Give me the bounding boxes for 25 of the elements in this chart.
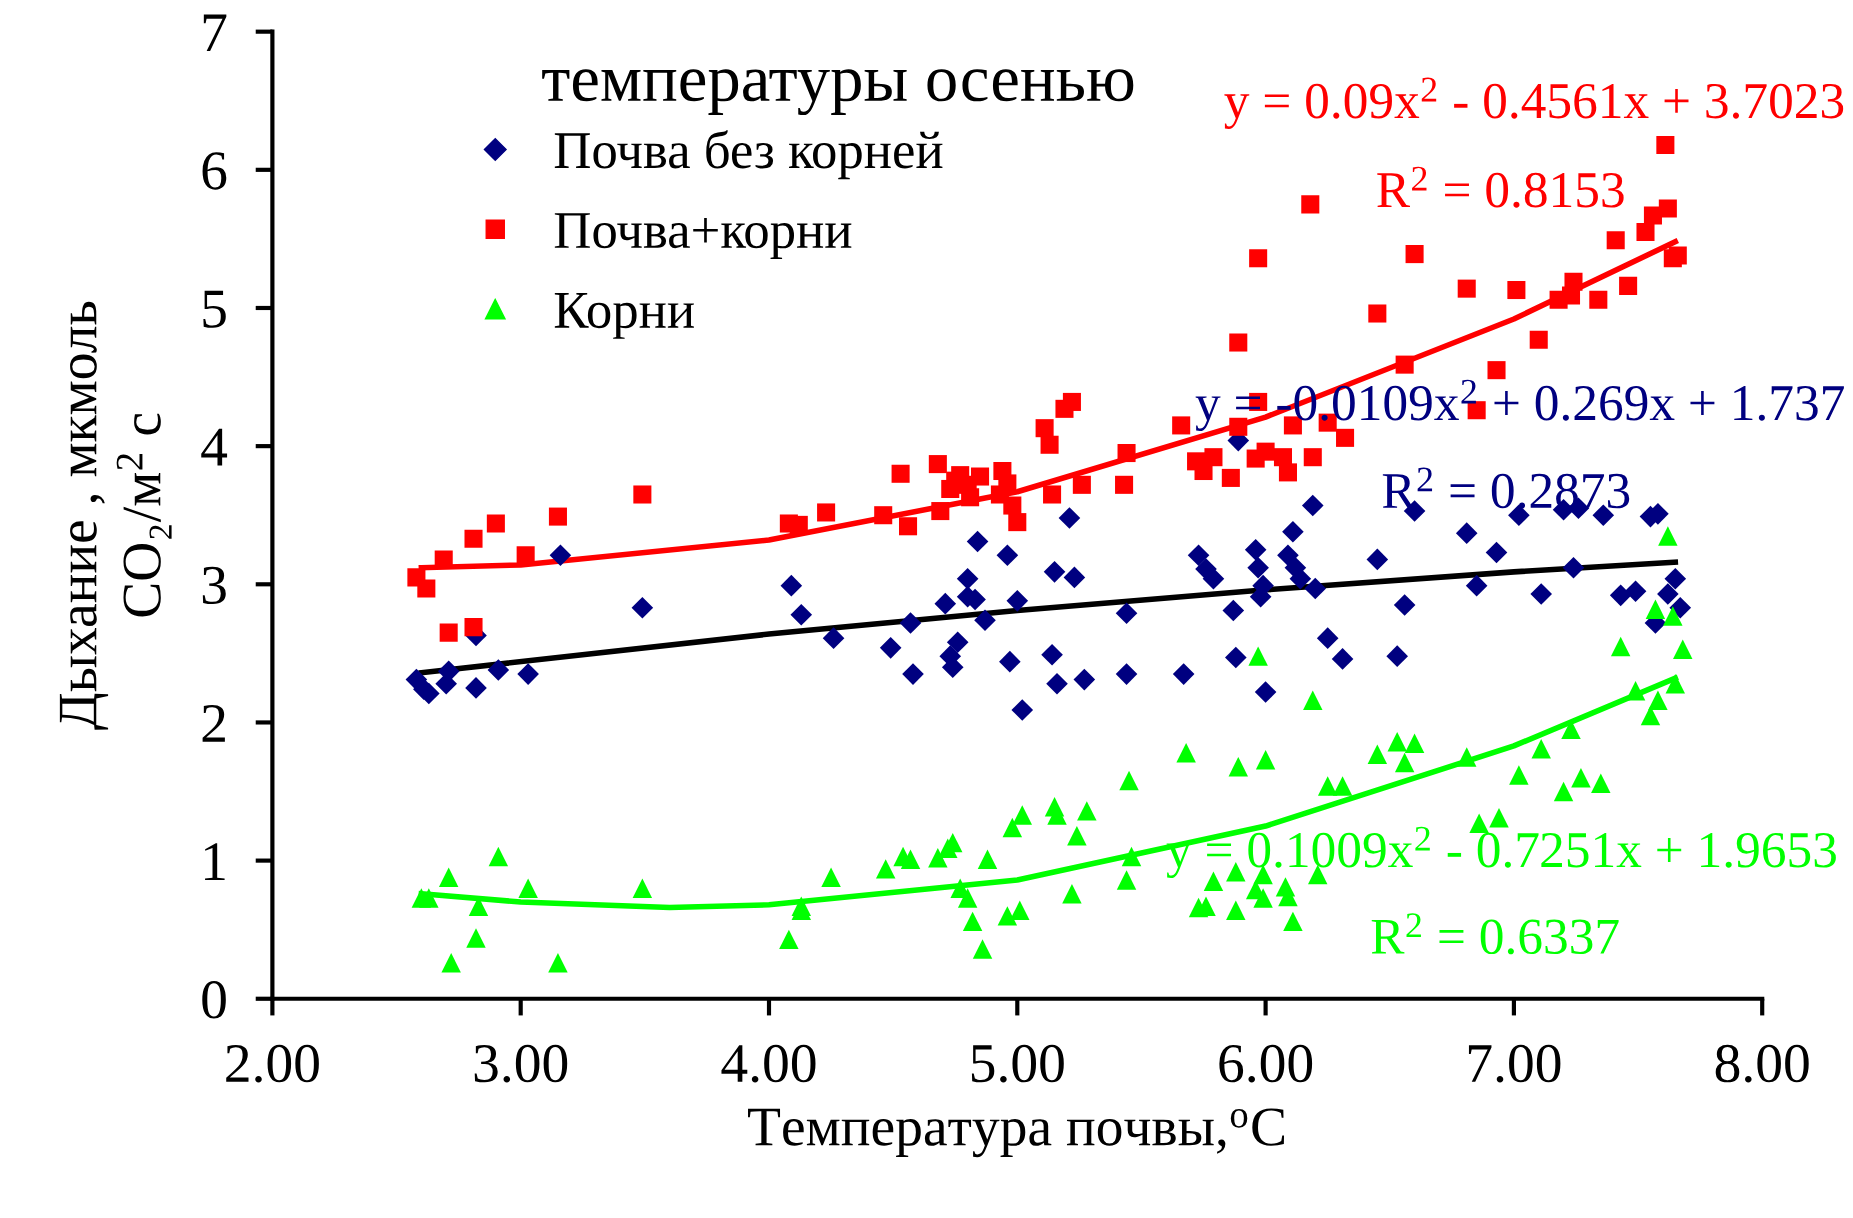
y-tick-label: 3 [202, 566, 226, 605]
legend-label: Корни [554, 293, 694, 339]
x-tick-label: 4.00 [721, 1044, 816, 1083]
chart-title: температуры осенью [542, 69, 1134, 116]
y-tick-label: 5 [203, 290, 226, 328]
x-tick-label: 2.00 [226, 1044, 319, 1083]
annotation: R$^{2}$ = 0.8153 [1377, 166, 1624, 208]
annotation: y = 0.09x$^{2}$ - 0.4561x + 3.7023 [1224, 77, 1844, 129]
y-tick-label: 1 [205, 843, 225, 880]
annotation: R$^{2}$ = 0.6337 [1371, 913, 1619, 955]
y-axis-title: Дыхание , мкмоль CO₂/м$^{2}$ с [59, 301, 172, 730]
x-tick-label: 5.00 [971, 1044, 1064, 1083]
y-tick-label: 2 [202, 704, 225, 742]
x-tick-label: 7.00 [1468, 1044, 1561, 1083]
x-tick-label: 6.00 [1219, 1044, 1313, 1083]
x-tick-label: 8.00 [1715, 1044, 1809, 1083]
y-tick-label: 7 [203, 14, 227, 51]
annotation: R$^{2}$ = 0.2873 [1382, 467, 1630, 509]
x-axis-title: Температура почвы,$^{o}$C [748, 1108, 1285, 1158]
y-tick-label: 6 [202, 152, 227, 190]
y-tick-label: 4 [201, 428, 228, 466]
legend-label: Почва+корни [554, 213, 852, 260]
x-tick-label: 3.00 [474, 1044, 568, 1083]
legend-label: Почва без корней [554, 130, 943, 180]
y-tick-label: 0 [202, 981, 226, 1019]
